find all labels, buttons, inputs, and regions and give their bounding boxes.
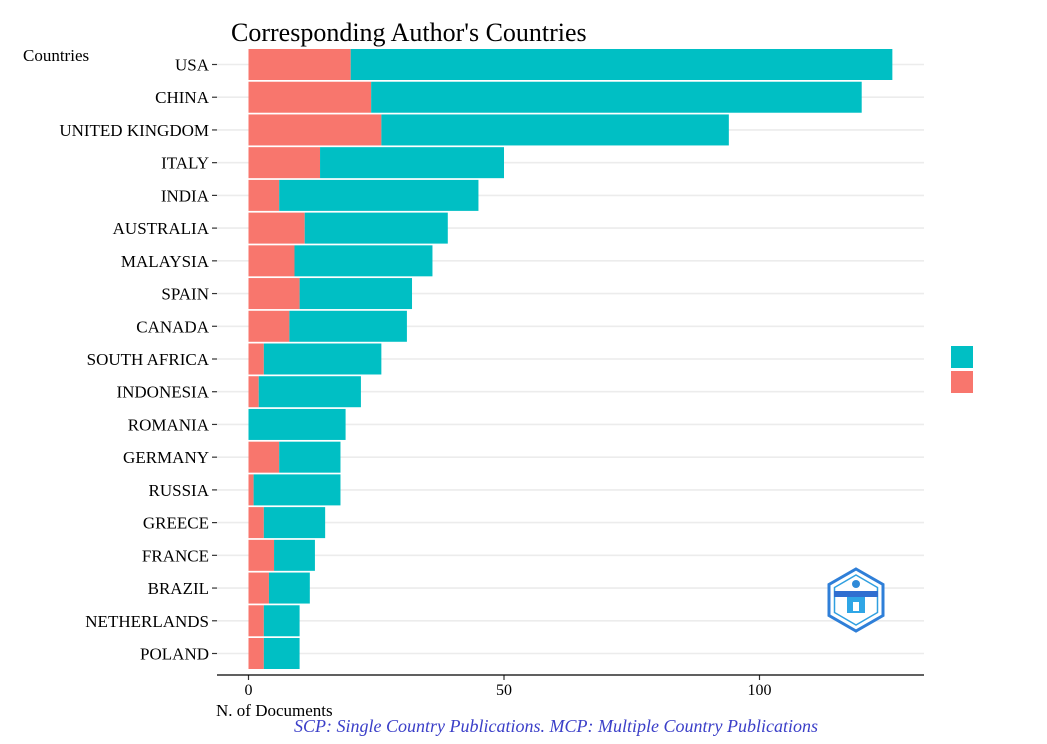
bar-mcp-usa — [248, 49, 351, 80]
bar-mcp-indonesia — [248, 376, 259, 408]
bar-mcp-poland — [248, 638, 264, 669]
y-tick-label: UNITED KINGDOM — [59, 121, 209, 140]
bar-mcp-russia — [248, 474, 254, 506]
bar-mcp-france — [248, 539, 275, 571]
y-tick-label: INDIA — [161, 186, 210, 205]
y-tick-label: POLAND — [140, 645, 209, 664]
x-tick-label: 0 — [245, 682, 253, 699]
bar-scp-australia — [304, 212, 448, 244]
bar-scp-netherlands — [263, 605, 300, 637]
bar-scp-india — [279, 179, 479, 211]
y-tick-label: GERMANY — [123, 448, 209, 467]
bar-mcp-netherlands — [248, 605, 264, 637]
y-tick-label: CHINA — [155, 88, 210, 107]
bar-scp-romania — [248, 408, 346, 440]
bar-scp-greece — [263, 507, 326, 539]
bar-mcp-greece — [248, 507, 264, 539]
bar-scp-usa — [350, 49, 893, 80]
bar-scp-russia — [253, 474, 341, 506]
bar-scp-canada — [289, 310, 407, 342]
bar-mcp-canada — [248, 310, 290, 342]
y-tick-label: MALAYSIA — [121, 252, 210, 271]
bar-mcp-italy — [248, 147, 321, 179]
y-tick-label: INDONESIA — [116, 383, 209, 402]
bar-scp-italy — [320, 147, 504, 179]
x-axis-label: N. of Documents — [216, 701, 333, 720]
y-tick-label: ROMANIA — [128, 415, 210, 434]
bar-mcp-malaysia — [248, 245, 295, 277]
legend-key — [951, 371, 973, 393]
y-tick-label: RUSSIA — [149, 481, 210, 500]
bar-mcp-china — [248, 81, 372, 113]
chart-caption: SCP: Single Country Publications. MCP: M… — [294, 716, 818, 736]
x-tick-label: 50 — [496, 682, 512, 699]
bar-scp-germany — [279, 441, 341, 473]
y-tick-label: GREECE — [143, 514, 209, 533]
bar-scp-france — [274, 539, 315, 571]
legend — [951, 346, 973, 393]
bar-scp-brazil — [268, 572, 310, 604]
bar-scp-spain — [299, 278, 413, 310]
chart-title: Corresponding Author's Countries — [231, 18, 587, 47]
hexagon-logo-icon — [827, 567, 885, 633]
y-tick-label: USA — [175, 56, 210, 75]
x-tick-label: 100 — [748, 682, 772, 699]
bar-scp-china — [371, 81, 862, 113]
bar-scp-malaysia — [294, 245, 433, 277]
bar-mcp-south-africa — [248, 343, 264, 375]
y-tick-label: CANADA — [136, 317, 209, 336]
bar-mcp-brazil — [248, 572, 269, 604]
bar-scp-indonesia — [258, 376, 361, 408]
legend-key — [951, 346, 973, 368]
bar-mcp-united-kingdom — [248, 114, 382, 146]
bar-mcp-australia — [248, 212, 305, 244]
bar-scp-south-africa — [263, 343, 382, 375]
bar-mcp-spain — [248, 278, 300, 310]
y-tick-label: SOUTH AFRICA — [87, 350, 210, 369]
bar-mcp-india — [248, 179, 280, 211]
y-tick-label: BRAZIL — [148, 579, 209, 598]
y-tick-label: AUSTRALIA — [113, 219, 210, 238]
bar-scp-poland — [263, 638, 300, 669]
bar-scp-united-kingdom — [381, 114, 729, 146]
y-tick-label: ITALY — [161, 154, 209, 173]
y-axis-label: Countries — [23, 46, 89, 65]
bar-mcp-germany — [248, 441, 280, 473]
y-tick-label: NETHERLANDS — [85, 612, 209, 631]
y-tick-label: FRANCE — [142, 546, 209, 565]
y-tick-label: SPAIN — [161, 285, 209, 304]
